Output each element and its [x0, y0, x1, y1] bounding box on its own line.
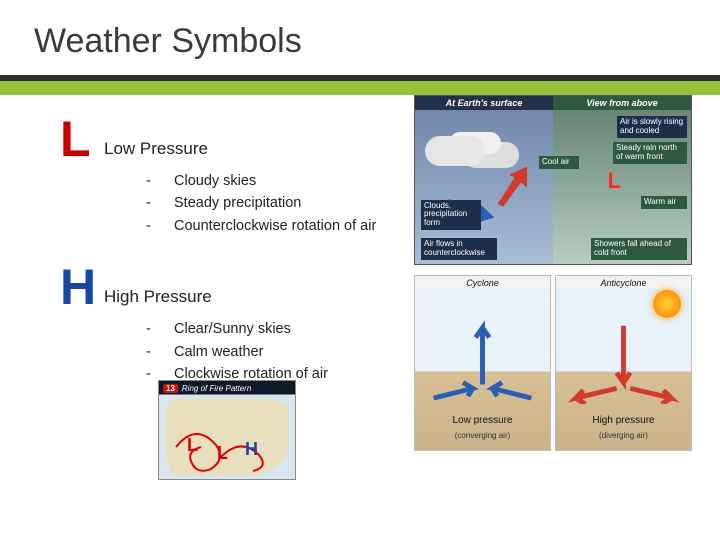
high-label: High Pressure	[104, 265, 212, 307]
channel-badge: 13	[163, 384, 178, 393]
weather-map-thumb: 13 Ring of Fire Pattern L L H	[158, 380, 296, 480]
map-marker-L: L	[217, 443, 228, 464]
sun-icon	[653, 290, 681, 318]
bullet-text: Steady precipitation	[174, 192, 301, 214]
anticyclone-label: Anticyclone	[556, 278, 691, 288]
high-symbol: H	[60, 265, 104, 310]
map-marker-L: L	[187, 435, 198, 456]
bullet-text: Calm weather	[174, 341, 263, 363]
low-label: Low Pressure	[104, 117, 208, 159]
divider	[0, 75, 720, 95]
front-L-marker: L	[608, 168, 621, 194]
bullet-text: Clear/Sunny skies	[174, 318, 291, 340]
d1-left-title: At Earth's surface	[415, 96, 553, 110]
anticyclone-panel: Anticyclone High pressure (diverging air…	[555, 275, 692, 451]
map-marker-H: H	[245, 439, 258, 460]
low-symbol: L	[60, 117, 104, 162]
bullet-text: Cloudy skies	[174, 170, 256, 192]
front-diagram: At Earth's surface View from above L Air…	[414, 95, 692, 265]
caption: Steady rain north of warm front	[613, 142, 687, 164]
cyclone-label: Cyclone	[415, 278, 550, 288]
bullet-text: Counterclockwise rotation of air	[174, 215, 376, 237]
anticyclone-subtitle: (diverging air)	[556, 431, 691, 440]
caption: Air is slowly rising and cooled	[617, 116, 687, 138]
caption: Cool air	[539, 156, 579, 169]
pressure-diagram: Cyclone Low pressure (converging air) An…	[414, 275, 692, 451]
cyclone-panel: Cyclone Low pressure (converging air)	[414, 275, 551, 451]
d1-right-title: View from above	[553, 96, 691, 110]
cloud-icon	[425, 136, 485, 166]
cyclone-title: Low pressure	[415, 415, 550, 426]
anticyclone-title: High pressure	[556, 415, 691, 426]
map-bar-text: Ring of Fire Pattern	[182, 384, 251, 393]
caption: Showers fall ahead of cold front	[591, 238, 687, 260]
caption: Air flows in counterclockwise	[421, 238, 497, 260]
slide-title: Weather Symbols	[0, 0, 720, 61]
caption: Warm air	[641, 196, 687, 209]
cyclone-subtitle: (converging air)	[415, 431, 550, 440]
caption: Clouds, precipitation form	[421, 200, 481, 230]
